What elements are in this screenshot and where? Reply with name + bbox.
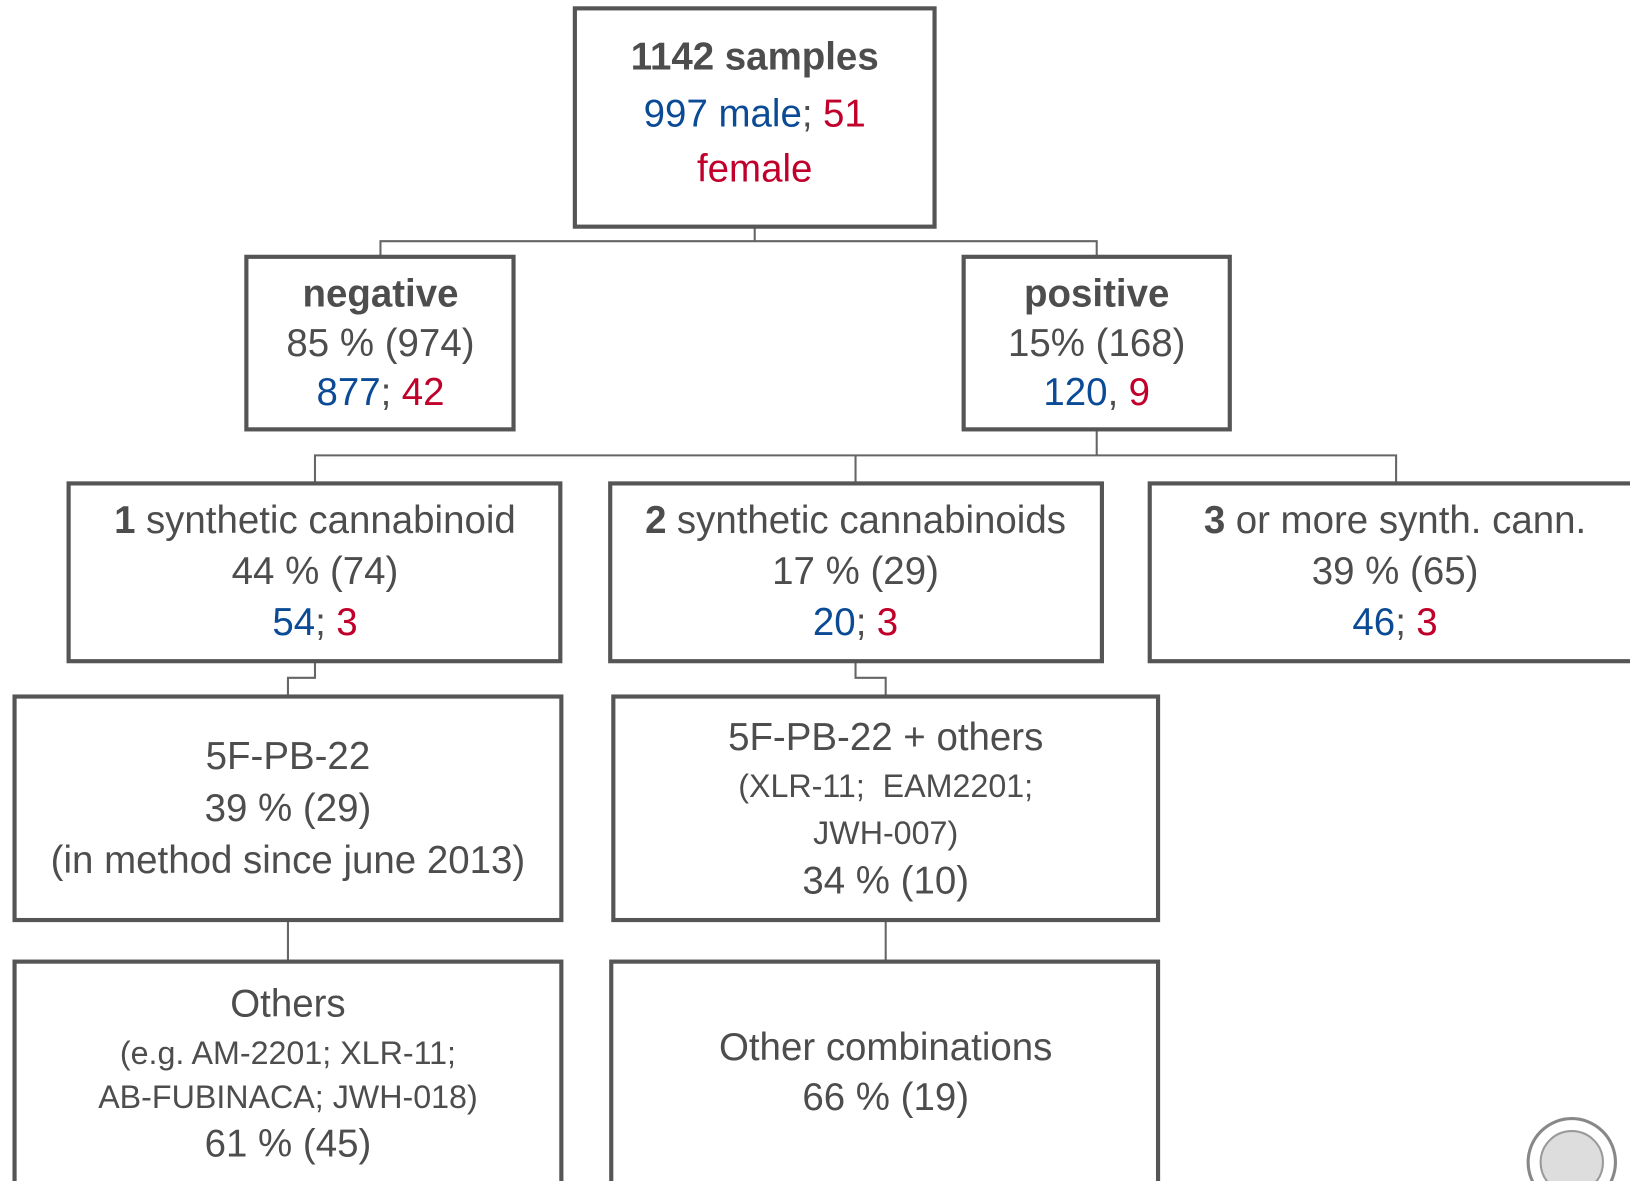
male: 20: [813, 601, 856, 644]
node-text: 2 synthetic cannabinoids: [645, 499, 1066, 542]
male: 120: [1043, 371, 1107, 414]
percent: 15% (168): [1008, 322, 1185, 365]
node-text: 46; 3: [1352, 601, 1437, 644]
percent: 17 % (29): [772, 550, 939, 593]
node-text: (XLR-11; EAM2201;: [738, 768, 1033, 804]
logo: [1526, 1117, 1617, 1181]
node-text: 66 % (19): [802, 1076, 969, 1119]
node-text: 39 % (29): [205, 787, 372, 830]
node-text: JWH-007): [813, 814, 958, 850]
connector: [286, 661, 317, 697]
node-text: 5F-PB-22: [206, 735, 371, 778]
percent: 39 % (29): [205, 787, 372, 830]
node-text: (e.g. AM-2201; XLR-11;: [120, 1035, 456, 1071]
separator: ;: [315, 601, 326, 644]
node-text: 15% (168): [1008, 322, 1185, 365]
female: 3: [877, 601, 898, 644]
node-box: [12, 959, 564, 1181]
node-box: [1147, 481, 1630, 664]
node-text: 5F-PB-22 + others: [728, 716, 1043, 759]
node-text: 997 male; 51: [644, 93, 866, 136]
male: 997 male: [644, 93, 802, 136]
percent: 61 % (45): [205, 1123, 372, 1166]
count: 2: [645, 499, 666, 542]
separator: ;: [856, 601, 867, 644]
node-box: [66, 481, 563, 664]
label: positive: [1024, 272, 1169, 315]
separator: ,: [1108, 371, 1119, 414]
node-text: 17 % (29): [772, 550, 939, 593]
node-text: 61 % (45): [205, 1123, 372, 1166]
separator: ;: [802, 93, 813, 136]
note: JWH-007): [813, 814, 958, 850]
note: (e.g. AM-2201; XLR-11;: [120, 1035, 456, 1071]
node-text: 85 % (974): [286, 322, 474, 365]
node-text: 1142 samples: [631, 35, 879, 78]
count: 1: [114, 499, 135, 542]
node-text: 44 % (74): [232, 550, 399, 593]
node-text: 20; 3: [813, 601, 898, 644]
percent: 85 % (974): [286, 322, 474, 365]
label: negative: [302, 272, 458, 315]
node-text: 877; 42: [316, 371, 444, 414]
label: Others: [230, 982, 345, 1025]
male: 877: [316, 371, 380, 414]
note: (in method since june 2013): [51, 839, 526, 882]
node-text: 3 or more synth. cann.: [1204, 499, 1586, 542]
percent: 39 % (65): [1312, 550, 1479, 593]
female: female: [697, 148, 812, 191]
label: synthetic cannabinoid: [146, 499, 516, 542]
note: AB-FUBINACA; JWH-018): [98, 1078, 478, 1114]
node-text: 54; 3: [272, 601, 357, 644]
node-text: AB-FUBINACA; JWH-018): [98, 1078, 478, 1114]
female: 42: [402, 371, 445, 414]
connector: [313, 429, 1398, 484]
connector: [379, 226, 1098, 257]
node-box: [572, 6, 937, 229]
node-box: [961, 254, 1232, 432]
node-text: 1 synthetic cannabinoid: [114, 499, 516, 542]
node-text: Others: [230, 982, 345, 1025]
seal-inner: [1539, 1130, 1605, 1181]
label: Other combinations: [719, 1026, 1052, 1069]
male: 46: [1352, 601, 1395, 644]
node-text: (in method since june 2013): [51, 839, 526, 882]
connectors: [286, 226, 1398, 962]
female: 3: [336, 601, 357, 644]
node-box: [244, 254, 516, 432]
node-text: 39 % (65): [1312, 550, 1479, 593]
seal: [1526, 1117, 1617, 1181]
label: or more synth. cann.: [1236, 499, 1587, 542]
label: synthetic cannabinoids: [677, 499, 1066, 542]
note: (XLR-11; EAM2201;: [738, 768, 1033, 804]
node-box: [608, 481, 1104, 664]
female: 51: [823, 93, 866, 136]
female: 3: [1416, 601, 1437, 644]
node-text: negative: [302, 272, 458, 315]
label: 5F-PB-22: [206, 735, 371, 778]
node-box: [12, 694, 564, 923]
female: 9: [1129, 371, 1150, 414]
node-text: Other combinations: [719, 1026, 1052, 1069]
node-text: female: [697, 148, 812, 191]
male: 54: [272, 601, 315, 644]
separator: ;: [381, 371, 392, 414]
separator: ;: [1395, 601, 1406, 644]
count: 3: [1204, 499, 1225, 542]
label: 5F-PB-22 + others: [728, 716, 1043, 759]
title: 1142 samples: [631, 35, 879, 78]
node-text: positive: [1024, 272, 1169, 315]
connector: [854, 661, 887, 697]
percent: 44 % (74): [232, 550, 399, 593]
percent: 66 % (19): [802, 1076, 969, 1119]
node-box: [609, 959, 1161, 1181]
node-text: 34 % (10): [802, 860, 969, 903]
percent: 34 % (10): [802, 860, 969, 903]
node-box: [611, 694, 1161, 923]
node-text: 120, 9: [1043, 371, 1150, 414]
